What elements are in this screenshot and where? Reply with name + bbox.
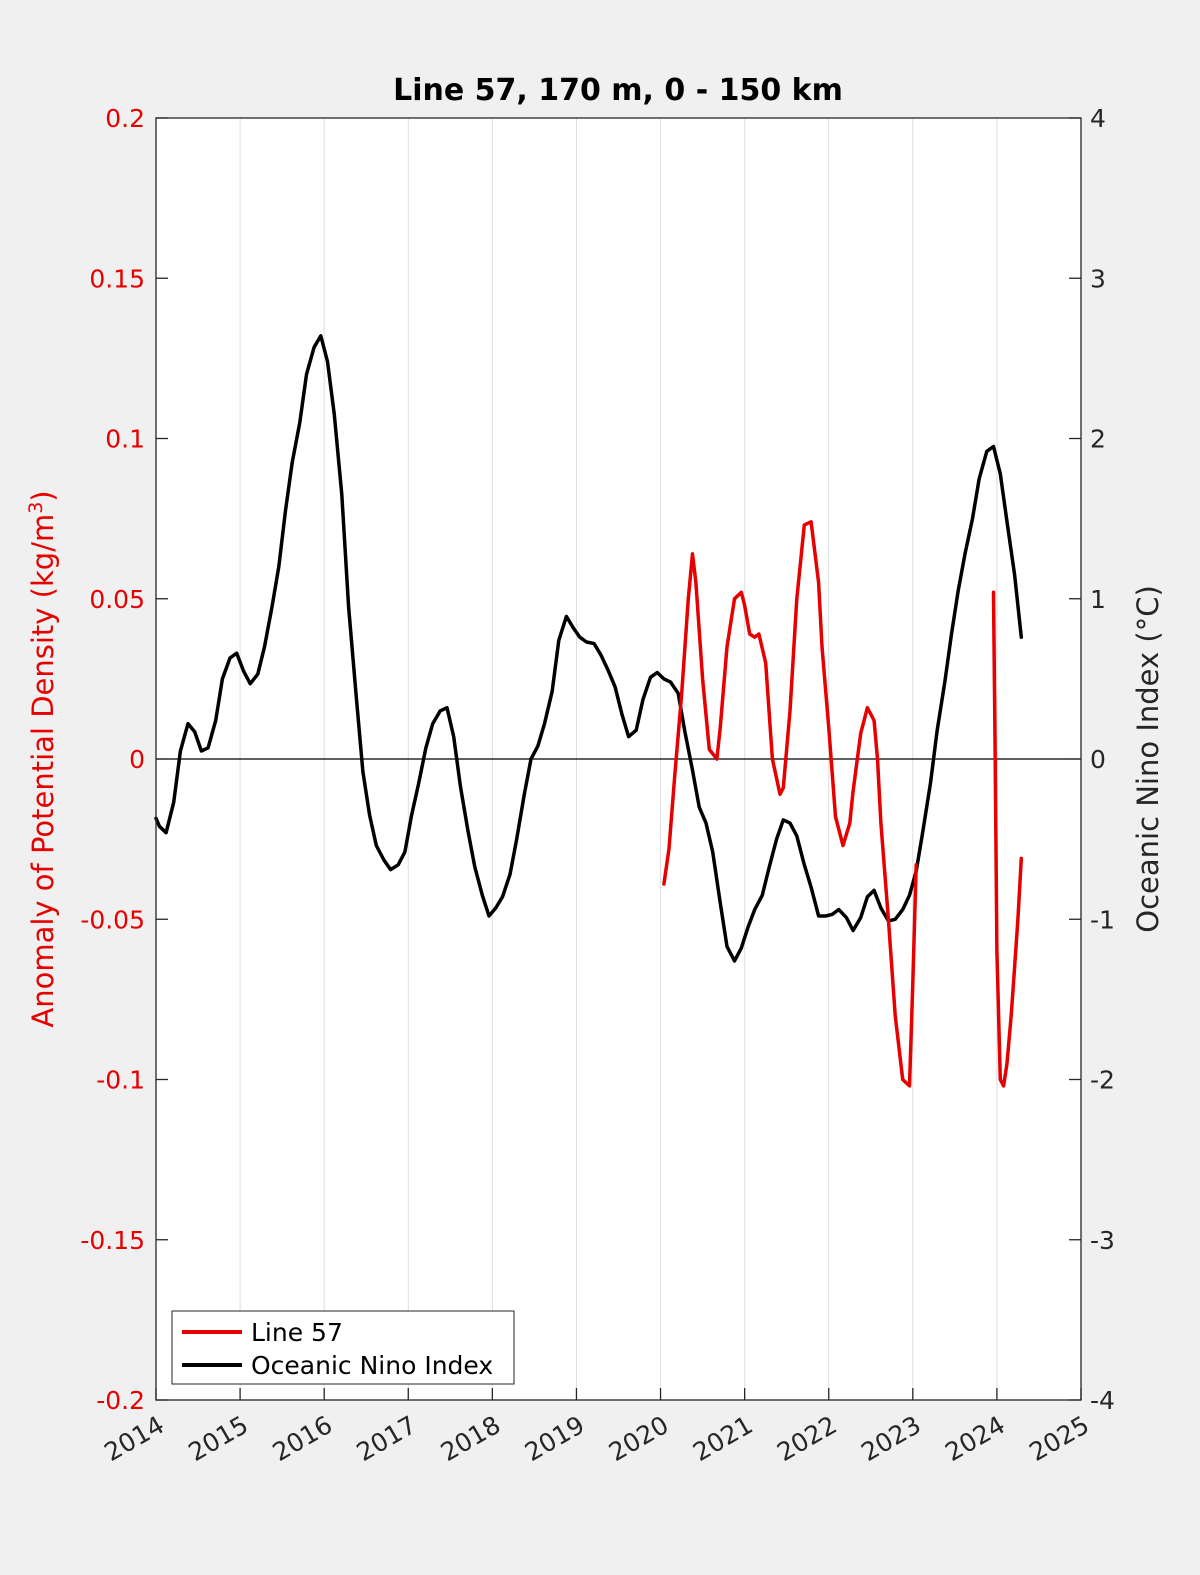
x-tick-label: 2022 <box>772 1410 842 1467</box>
y-right-tick-label: -4 <box>1090 1386 1115 1415</box>
legend-label-line-57: Line 57 <box>251 1318 343 1347</box>
y-right-tick-label: -3 <box>1090 1226 1115 1255</box>
x-tick-label: 2018 <box>436 1410 506 1467</box>
y-right-tick-label: 2 <box>1090 425 1106 454</box>
x-tick-label: 2017 <box>352 1410 422 1467</box>
legend-box <box>171 1310 515 1385</box>
x-tick-label: 2019 <box>520 1410 590 1467</box>
y-right-tick-label: 0 <box>1090 745 1106 774</box>
y-right-tick-label: -2 <box>1090 1066 1115 1095</box>
y-left-tick-label: -0.05 <box>80 905 145 934</box>
series-line-oceanic-nino-index <box>154 334 1024 963</box>
x-tick-label: 2021 <box>688 1410 758 1467</box>
y-axis-right-label: Oceanic Nino Index (°C) <box>1131 585 1165 933</box>
y-right-tick-label: -1 <box>1090 905 1115 934</box>
y-right-tick-label: 1 <box>1090 585 1106 614</box>
x-tick-label: 2025 <box>1024 1410 1094 1467</box>
legend-label-oni: Oceanic Nino Index <box>251 1351 493 1380</box>
y-left-tick-label: 0.1 <box>105 425 145 454</box>
y-left-tick-label: 0.05 <box>89 585 145 614</box>
x-tick-label: 2023 <box>856 1410 926 1467</box>
y-axis-left-label: Anomaly of Potential Density (kg/m3) <box>25 490 60 1027</box>
y-left-tick-label: 0.2 <box>105 104 145 133</box>
y-left-tick-label: -0.15 <box>80 1226 145 1255</box>
chart-title: Line 57, 170 m, 0 - 150 km <box>393 73 843 108</box>
y-left-tick-label: -0.1 <box>96 1066 145 1095</box>
x-tick-label: 2020 <box>604 1410 674 1467</box>
series-line-line-57 <box>662 520 918 1088</box>
series-line-line-57 <box>991 590 1024 1088</box>
legend: Line 57 Oceanic Nino Index <box>171 1310 515 1385</box>
y-left-tick-label: 0.15 <box>89 264 145 293</box>
y-left-tick-label: 0 <box>129 745 145 774</box>
x-tick-label: 2024 <box>940 1410 1010 1467</box>
y-left-tick-label: -0.2 <box>96 1386 145 1415</box>
x-tick-label: 2015 <box>183 1410 253 1467</box>
y-right-tick-label: 4 <box>1090 104 1106 133</box>
series-layer <box>154 334 1024 1088</box>
x-tick-label: 2016 <box>268 1410 338 1467</box>
x-tick-label: 2014 <box>99 1410 169 1467</box>
y-right-tick-label: 3 <box>1090 264 1106 293</box>
